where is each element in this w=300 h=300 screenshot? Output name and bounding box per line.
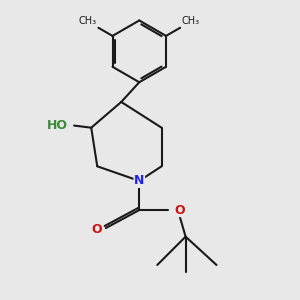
Text: HO: HO bbox=[47, 119, 68, 132]
Text: CH₃: CH₃ bbox=[182, 16, 200, 26]
Text: CH₃: CH₃ bbox=[79, 16, 97, 26]
Text: O: O bbox=[174, 203, 185, 217]
Text: O: O bbox=[91, 223, 101, 236]
Text: N: N bbox=[134, 174, 145, 188]
